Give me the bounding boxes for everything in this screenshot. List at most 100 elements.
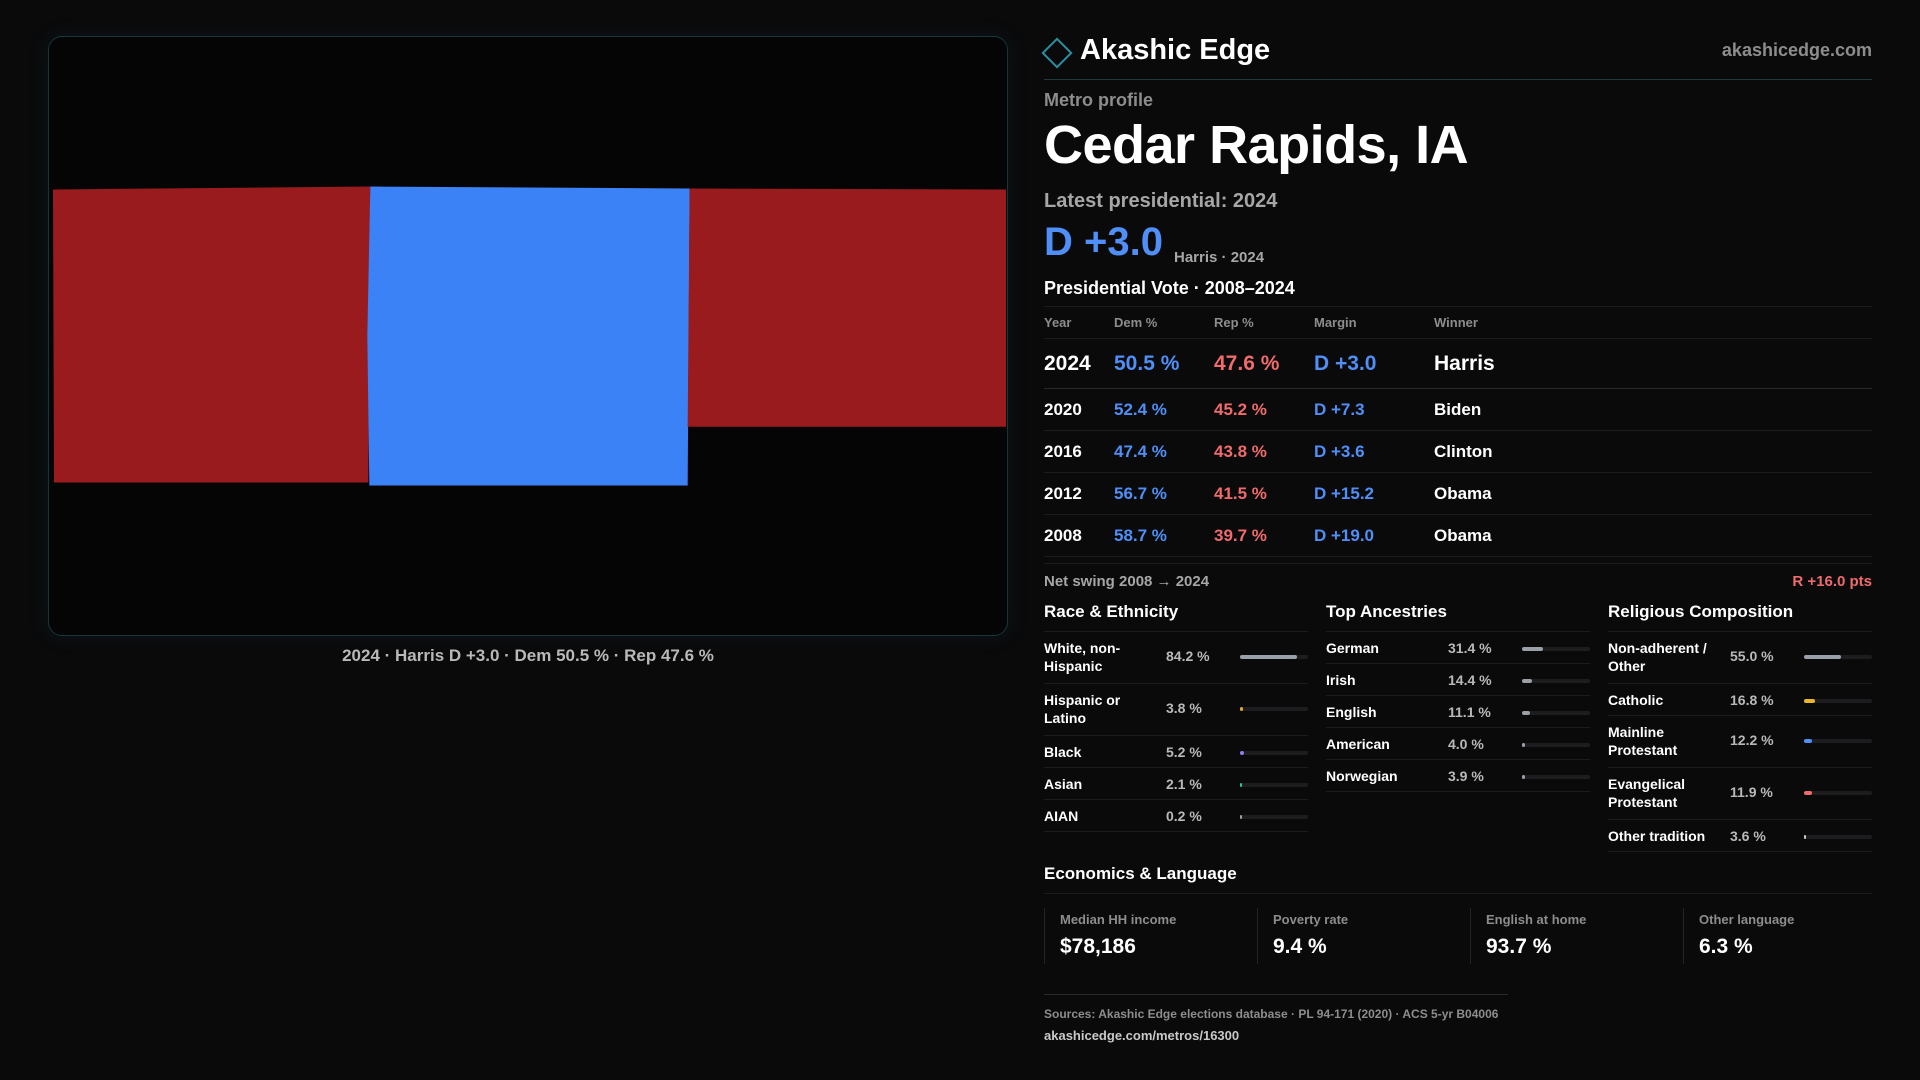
row-rep: 47.6 % <box>1214 338 1314 389</box>
race-ethnicity-title: Race & Ethnicity <box>1044 602 1308 632</box>
table-row: 2012 56.7 % 41.5 % D +15.2 Obama <box>1044 472 1872 515</box>
table-row: 2020 52.4 % 45.2 % D +7.3 Biden <box>1044 388 1872 431</box>
demo-label: Mainline Protestant <box>1608 724 1678 758</box>
demo-bar-fill <box>1240 707 1243 711</box>
demo-bar-track <box>1240 815 1308 819</box>
row-rep: 43.8 % <box>1214 430 1314 473</box>
row-year: 2012 <box>1044 472 1114 515</box>
demo-row: English 11.1 % <box>1326 696 1590 728</box>
sources-footer: Sources: Akashic Edge elections database… <box>1044 994 1508 1043</box>
demo-bar-fill <box>1804 655 1842 659</box>
row-rep: 39.7 % <box>1214 514 1314 557</box>
demo-bar-track <box>1240 751 1308 755</box>
county-center[interactable] <box>367 186 690 486</box>
row-winner: Obama <box>1434 514 1872 557</box>
demo-value: 84.2 % <box>1166 648 1210 664</box>
religious-composition-section: Religious Composition Non-adherent / Oth… <box>1608 602 1872 852</box>
demo-bar-track <box>1522 775 1590 779</box>
econ-label: Other language <box>1699 912 1795 927</box>
row-margin: D +3.0 <box>1314 338 1434 389</box>
demo-label: Other tradition <box>1608 828 1706 844</box>
demo-label: Norwegian <box>1326 768 1398 784</box>
demo-bar-fill <box>1804 791 1813 795</box>
profile-panel: Akashic Edge akashicedge.com Metro profi… <box>1041 0 1872 1080</box>
demo-bar-fill <box>1522 647 1544 651</box>
demo-label: Asian <box>1044 776 1083 792</box>
econ-value: 9.4 % <box>1273 935 1327 958</box>
row-margin: D +3.6 <box>1314 430 1434 473</box>
demo-value: 5.2 % <box>1166 744 1202 760</box>
demo-value: 3.9 % <box>1448 768 1484 784</box>
demo-label: Hispanic or Latino <box>1044 692 1121 726</box>
table-row: 2024 50.5 % 47.6 % D +3.0 Harris <box>1044 338 1872 389</box>
demo-bar-fill <box>1522 679 1532 683</box>
race-ethnicity-section: Race & Ethnicity White, non-Hispanic 84.2… <box>1044 602 1308 832</box>
metro-map[interactable] <box>48 36 1008 636</box>
demo-row: Catholic 16.8 % <box>1608 684 1872 716</box>
econ-value: 6.3 % <box>1699 935 1753 958</box>
demo-value: 14.4 % <box>1448 672 1492 688</box>
county-east[interactable] <box>687 188 1007 427</box>
row-dem: 56.7 % <box>1114 472 1214 515</box>
econ-card-english: English at home 93.7 % <box>1470 908 1666 964</box>
row-rep: 45.2 % <box>1214 388 1314 431</box>
table-row: 2016 47.4 % 43.8 % D +3.6 Clinton <box>1044 430 1872 473</box>
demo-bar-fill <box>1804 699 1816 703</box>
demo-label: Black <box>1044 744 1082 760</box>
sources-url-link[interactable]: akashicedge.com/metros/16300 <box>1044 1028 1240 1043</box>
demo-label: English <box>1326 704 1377 720</box>
demo-label: American <box>1326 736 1390 752</box>
demo-bar-fill <box>1240 751 1244 755</box>
econ-card-other-language: Other language 6.3 % <box>1683 908 1879 964</box>
demo-row: Norwegian 3.9 % <box>1326 760 1590 792</box>
row-winner: Biden <box>1434 388 1872 431</box>
economics-language-title: Economics & Language <box>1044 864 1872 894</box>
econ-value: $78,186 <box>1060 935 1136 958</box>
demo-bar-fill <box>1240 815 1243 819</box>
table-header-row: Year Dem % Rep % Margin Winner <box>1044 306 1872 339</box>
brand-url-link[interactable]: akashicedge.com <box>1721 40 1872 60</box>
presidential-vote-title: Presidential Vote · 2008–2024 <box>1044 278 1295 298</box>
demo-bar-track <box>1522 743 1590 747</box>
page-title: Cedar Rapids, IA <box>1044 115 1469 175</box>
demo-bar-track <box>1522 679 1590 683</box>
demo-value: 55.0 % <box>1730 648 1774 664</box>
demo-bar-fill <box>1804 739 1813 743</box>
demo-label: Evangelical Protestant <box>1608 776 1686 810</box>
brand-header: Akashic Edge akashicedge.com <box>1041 34 1872 80</box>
row-margin: D +15.2 <box>1314 472 1434 515</box>
demo-bar-track <box>1804 835 1872 839</box>
map-caption: 2024 · Harris D +3.0 · Dem 50.5 % · Rep … <box>342 646 714 665</box>
row-margin: D +7.3 <box>1314 388 1434 431</box>
page-kicker: Metro profile <box>1044 90 1154 110</box>
econ-label: English at home <box>1486 912 1587 927</box>
county-west[interactable] <box>52 186 371 483</box>
econ-label: Poverty rate <box>1273 912 1349 927</box>
row-margin: D +19.0 <box>1314 514 1434 557</box>
row-winner: Harris <box>1434 338 1872 389</box>
demo-value: 11.9 % <box>1730 784 1773 800</box>
demo-row: AIAN 0.2 % <box>1044 800 1308 832</box>
demo-value: 4.0 % <box>1448 736 1484 752</box>
demo-row: Evangelical Protestant 11.9 % <box>1608 768 1872 820</box>
demo-row: Asian 2.1 % <box>1044 768 1308 800</box>
net-swing-row: Net swing 2008 → 2024 R +16.0 pts <box>1044 563 1872 593</box>
row-year: 2024 <box>1044 338 1114 389</box>
demo-value: 3.6 % <box>1730 828 1766 844</box>
row-year: 2008 <box>1044 514 1114 557</box>
latest-margin-sub: Harris · 2024 <box>1174 249 1265 266</box>
demo-bar-track <box>1804 739 1872 743</box>
row-year: 2020 <box>1044 388 1114 431</box>
latest-presidential: Latest presidential: 2024 <box>1044 190 1278 212</box>
religious-composition-title: Religious Composition <box>1608 602 1872 632</box>
demo-value: 12.2 % <box>1730 732 1774 748</box>
demo-row: White, non-Hispanic 84.2 % <box>1044 632 1308 684</box>
econ-card-income: Median HH income $78,186 <box>1044 908 1240 964</box>
demo-bar-fill <box>1522 775 1525 779</box>
row-winner: Obama <box>1434 472 1872 515</box>
demo-row: Other tradition 3.6 % <box>1608 820 1872 852</box>
demo-row: Mainline Protestant 12.2 % <box>1608 716 1872 768</box>
econ-value: 93.7 % <box>1486 935 1552 958</box>
row-dem: 52.4 % <box>1114 388 1214 431</box>
diamond-logo-icon <box>1041 37 1073 69</box>
